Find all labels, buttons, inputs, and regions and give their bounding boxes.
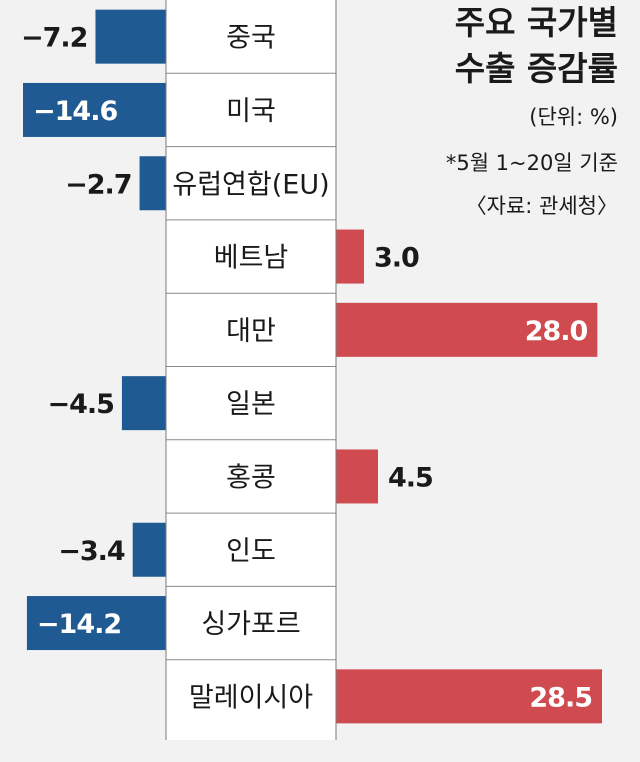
value-label: 28.5 [529, 682, 592, 713]
category-label: 대만 [226, 316, 276, 347]
value-label: −14.2 [37, 609, 121, 640]
category-label: 일본 [226, 389, 276, 420]
value-label: −14.6 [33, 96, 117, 127]
source-note: 〈자료: 관세청〉 [466, 194, 618, 218]
bar-1 [23, 82, 166, 137]
category-label: 중국 [226, 23, 276, 54]
unit-label: (단위: %) [529, 105, 618, 129]
value-label: 28.0 [525, 316, 588, 347]
category-label: 미국 [226, 96, 276, 127]
category-label: 싱가포르 [201, 609, 300, 640]
category-band [166, 0, 336, 740]
value-label: −4.5 [47, 389, 113, 420]
category-label: 유럽연합(EU) [172, 169, 329, 200]
value-label: 4.5 [388, 462, 433, 493]
bar-2 [139, 156, 166, 211]
value-label: −3.4 [58, 536, 125, 567]
bar-6 [336, 449, 378, 504]
category-label: 베트남 [214, 243, 289, 274]
row-separators [166, 72, 336, 661]
value-label: −2.7 [65, 169, 131, 200]
date-note: *5월 1~20일 기준 [446, 151, 618, 175]
bar-7 [132, 522, 166, 577]
category-label: 인도 [226, 536, 276, 567]
bars-group [23, 9, 602, 724]
bar-8 [26, 596, 166, 651]
bar-9 [336, 669, 602, 724]
category-label: 말레이시아 [189, 682, 313, 713]
category-label: 홍콩 [226, 462, 276, 493]
bar-0 [95, 9, 166, 64]
chart-title-line-1: 주요 국가별 [455, 3, 618, 42]
bar-5 [121, 376, 166, 431]
bar-3 [336, 229, 364, 284]
value-label: 3.0 [374, 243, 419, 274]
bar-4 [336, 302, 598, 357]
value-label: −7.2 [21, 23, 87, 54]
labels-group: 중국 −7.2 미국 −14.6 유럽연합(EU) −2.7 베트남 3.0 대만 28.0 일본 −… [21, 23, 593, 714]
chart-title-line-2: 수출 증감률 [455, 49, 618, 88]
